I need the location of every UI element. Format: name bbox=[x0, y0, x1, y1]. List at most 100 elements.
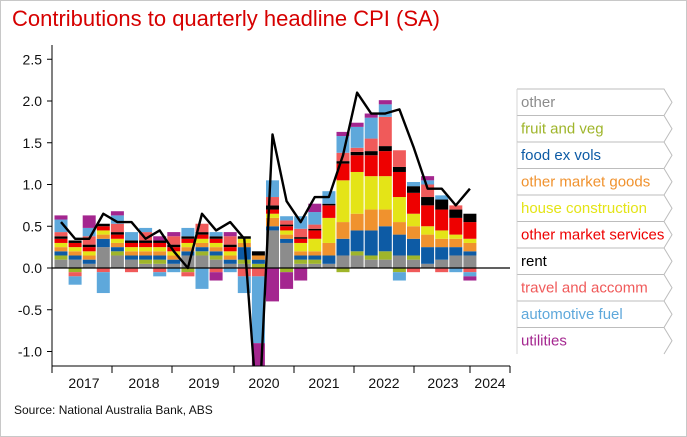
bar-segment-fruit-and-veg bbox=[294, 259, 308, 264]
bar-segment-other-market-goods bbox=[463, 242, 477, 252]
bar-segment-other-market-services bbox=[350, 155, 364, 172]
bar-segment-house-construction bbox=[54, 242, 68, 248]
bar-segment-other-market-services bbox=[139, 242, 153, 248]
bar-segment-fruit-and-veg bbox=[139, 259, 153, 264]
bar-segment-other-market-goods bbox=[266, 217, 279, 227]
x-tick-label: 2019 bbox=[188, 375, 219, 391]
bar-segment-food-ex-vols bbox=[195, 247, 209, 252]
x-tick-label: 2023 bbox=[427, 375, 458, 391]
bar-segment-utilities bbox=[294, 268, 308, 281]
bar-segment-food-ex-vols bbox=[435, 247, 449, 260]
bar-segment-other-market-services bbox=[407, 192, 420, 214]
y-tick-label: 0.0 bbox=[23, 260, 43, 276]
bar-segment-rent bbox=[435, 199, 449, 210]
bar-segment-other-market-goods bbox=[82, 255, 96, 260]
legend-label: fruit and veg bbox=[521, 121, 604, 138]
bar-segment-rent bbox=[139, 240, 153, 243]
bar-segment-house-construction bbox=[308, 238, 322, 252]
bar-segment-other bbox=[449, 255, 463, 268]
legend-label: other market goods bbox=[521, 174, 650, 191]
bar-segment-other-market-services bbox=[364, 155, 378, 177]
bar-segment-other-market-services bbox=[378, 151, 392, 177]
bar-segment-fruit-and-veg bbox=[110, 251, 124, 256]
bar-segment-travel-and-accomm bbox=[96, 268, 110, 273]
bar-segment-other-market-services bbox=[209, 238, 223, 243]
bar-segment-other bbox=[266, 230, 279, 268]
bar-segment-travel-and-accomm bbox=[364, 138, 378, 152]
bar-segment-other-market-goods bbox=[378, 209, 392, 227]
bar-segment-travel-and-accomm bbox=[110, 223, 124, 233]
bar-segment-other bbox=[463, 255, 477, 268]
legend-item-frame bbox=[517, 221, 673, 249]
bar-segment-food-ex-vols bbox=[54, 251, 68, 256]
bar-segment-rent bbox=[308, 228, 322, 231]
legend-item-frame bbox=[517, 88, 673, 116]
bar-segment-automotive-fuel bbox=[68, 276, 82, 285]
bar-segment-rent bbox=[251, 251, 265, 256]
bar-segment-automotive-fuel bbox=[82, 227, 96, 237]
bar-segment-house-construction bbox=[195, 238, 209, 243]
x-tick-label: 2021 bbox=[308, 375, 339, 391]
bar-segment-travel-and-accomm bbox=[153, 268, 167, 273]
y-axis: 2.5 2.0 1.5 1.0 0.5 0.0 -0.5 -1.0 bbox=[18, 45, 53, 366]
bar-segment-fruit-and-veg bbox=[364, 255, 378, 260]
bar-segment-utilities bbox=[266, 268, 279, 302]
legend-item-frame bbox=[517, 247, 673, 275]
bar-segment-house-construction bbox=[421, 226, 435, 235]
bar-segment-automotive-fuel bbox=[350, 126, 364, 148]
bar-segment-house-construction bbox=[153, 247, 167, 252]
bar-segment-automotive-fuel bbox=[223, 268, 237, 273]
legend-item-frame bbox=[517, 274, 673, 302]
bar-segment-other bbox=[378, 259, 392, 268]
bar-segment-travel-and-accomm bbox=[195, 223, 209, 233]
bar-segment-fruit-and-veg bbox=[378, 251, 392, 260]
y-tick-label: 0.5 bbox=[23, 218, 43, 234]
bar-segment-other-market-goods bbox=[280, 234, 294, 239]
bar-segment-automotive-fuel bbox=[195, 268, 209, 289]
bar-segment-house-construction bbox=[223, 251, 237, 256]
bar-segment-travel-and-accomm bbox=[209, 268, 223, 273]
bar-segment-fruit-and-veg bbox=[308, 259, 322, 264]
bar-segment-other bbox=[195, 255, 209, 268]
bar-segment-travel-and-accomm bbox=[463, 268, 477, 273]
bar-segment-fruit-and-veg bbox=[195, 251, 209, 256]
bar-segment-other bbox=[153, 263, 167, 268]
x-axis: 2017 2018 2019 2020 2021 2022 2023 2024 bbox=[51, 365, 511, 391]
legend-item-frame bbox=[517, 168, 673, 196]
x-tick-label: 2024 bbox=[474, 375, 505, 391]
bar-segment-other-market-goods bbox=[322, 242, 336, 256]
bar-segment-rent bbox=[125, 240, 138, 243]
bar-segment-utilities bbox=[308, 203, 322, 213]
bar-segment-rent bbox=[336, 161, 350, 164]
bar-segment-automotive-fuel bbox=[54, 219, 68, 233]
bar-segment-house-construction bbox=[364, 176, 378, 210]
bar-segment-food-ex-vols bbox=[251, 259, 265, 264]
bar-segment-rent bbox=[421, 197, 435, 206]
bar-segment-travel-and-accomm bbox=[378, 116, 392, 147]
bar-segment-travel-and-accomm bbox=[167, 236, 181, 245]
bar-segment-fruit-and-veg bbox=[209, 255, 223, 260]
bar-segment-other-market-goods bbox=[336, 222, 350, 239]
bar-segment-utilities bbox=[209, 272, 223, 281]
bar-segment-other-market-goods bbox=[167, 255, 181, 260]
bar-segment-rent bbox=[266, 205, 279, 210]
bar-segment-other-market-services bbox=[181, 238, 195, 243]
bar-segment-house-construction bbox=[463, 238, 477, 243]
bar-segment-rent bbox=[96, 223, 110, 227]
bar-segment-other-market-goods bbox=[350, 213, 364, 231]
bar-segment-other bbox=[125, 259, 138, 268]
bar-segment-automotive-fuel bbox=[392, 272, 406, 281]
bar-segment-house-construction bbox=[181, 242, 195, 248]
bar-segment-food-ex-vols bbox=[223, 259, 237, 264]
bar-segment-automotive-fuel bbox=[308, 212, 322, 225]
bar-segment-automotive-fuel bbox=[449, 268, 463, 273]
bar-segment-automotive-fuel bbox=[251, 276, 265, 344]
y-tick-label: 2.5 bbox=[23, 51, 43, 67]
legend-label: food ex vols bbox=[521, 147, 601, 164]
bar-segment-rent bbox=[378, 146, 392, 152]
bar-segment-automotive-fuel bbox=[96, 272, 110, 294]
bar-segment-travel-and-accomm bbox=[251, 268, 265, 277]
bar-segment-house-construction bbox=[167, 251, 181, 256]
y-tick-label: -0.5 bbox=[18, 302, 42, 318]
bar-segment-utilities bbox=[153, 236, 167, 241]
